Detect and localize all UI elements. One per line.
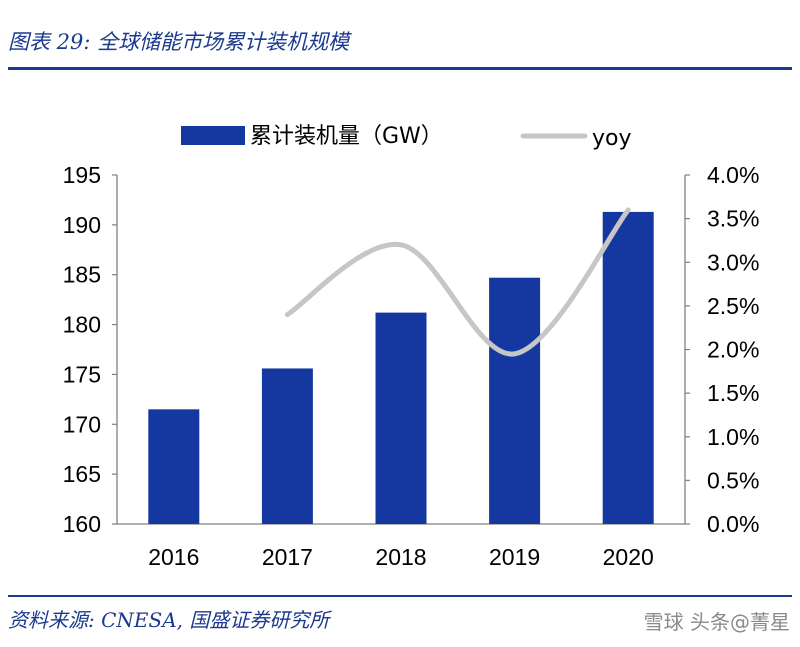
- title-divider: [8, 67, 792, 70]
- right-tick-label: 1.5%: [707, 380, 759, 406]
- bar: [375, 312, 427, 524]
- bar: [602, 211, 654, 524]
- x-tick-label: 2018: [375, 544, 426, 570]
- x-tick-label: 2020: [603, 544, 654, 570]
- x-tick-label: 2019: [489, 544, 540, 570]
- left-tick-label: 160: [63, 511, 101, 537]
- left-tick-label: 180: [63, 312, 101, 338]
- bar: [148, 409, 200, 524]
- bar: [489, 277, 541, 524]
- bar: [261, 368, 313, 524]
- left-tick-label: 165: [63, 461, 101, 487]
- legend-bar-label: 累计装机量（GW）: [250, 124, 443, 149]
- left-tick-label: 175: [63, 361, 101, 387]
- tick-labels: 160 165 170 175 180 185 190 195 0.0% 0.5% 1.0% 1.5%…: [63, 162, 760, 570]
- right-tick-label: 0.0%: [707, 511, 759, 537]
- left-tick-label: 190: [63, 212, 101, 238]
- right-tick-label: 2.5%: [707, 293, 759, 319]
- x-tick-label: 2016: [148, 544, 199, 570]
- right-tick-label: 3.5%: [707, 206, 759, 232]
- left-tick-label: 170: [63, 411, 101, 437]
- legend-line-label: yoy: [592, 126, 632, 151]
- legend-bar-swatch: [181, 126, 245, 145]
- line-series: [284, 207, 631, 357]
- figure-title: 图表 29: 全球储能市场累计装机规模: [8, 30, 350, 54]
- left-tick-label: 195: [63, 162, 101, 188]
- right-tick-label: 3.0%: [707, 249, 759, 275]
- watermark: 雪球 头条@菁星: [643, 610, 790, 634]
- x-tick-label: 2017: [262, 544, 313, 570]
- left-tick-label: 185: [63, 262, 101, 288]
- source-divider: [8, 595, 792, 597]
- yoy-line: [284, 207, 631, 357]
- right-tick-label: 4.0%: [707, 162, 759, 188]
- right-tick-label: 1.0%: [707, 424, 759, 450]
- bar-series: [148, 211, 654, 524]
- right-tick-label: 0.5%: [707, 467, 759, 493]
- right-tick-label: 2.0%: [707, 337, 759, 363]
- legend: 累计装机量（GW） yoy: [181, 124, 632, 151]
- source-note: 资料来源: CNESA, 国盛证券研究所: [8, 608, 330, 632]
